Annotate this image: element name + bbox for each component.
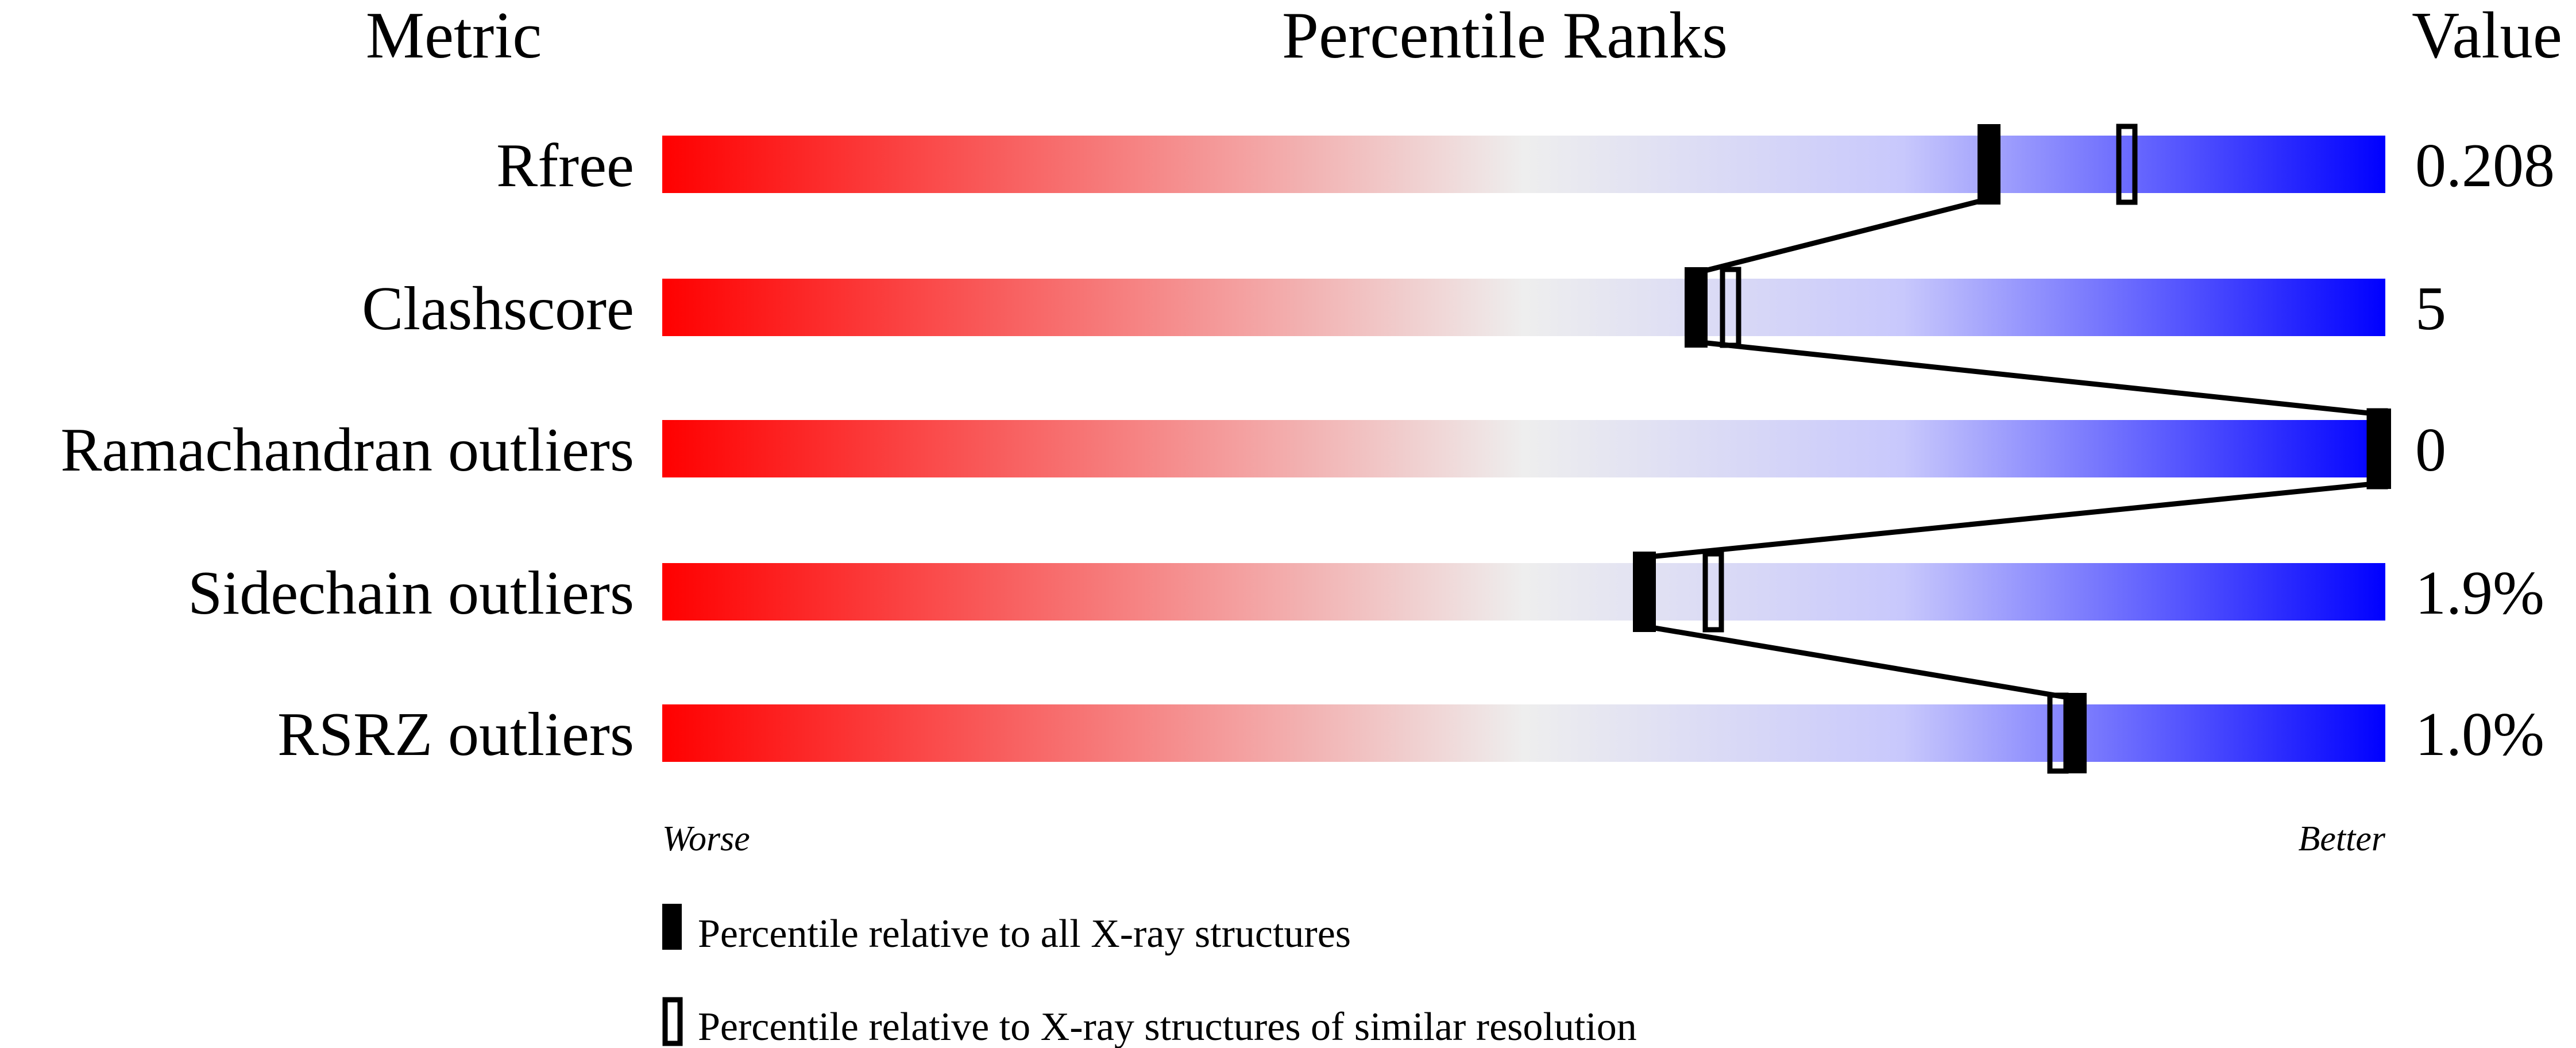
percentile-bar <box>662 420 2385 477</box>
metric-label: Clashscore <box>362 275 634 343</box>
marker-all-structures <box>1685 267 1708 348</box>
metric-label: Ramachandran outliers <box>60 416 634 484</box>
header-value: Value <box>2412 0 2562 72</box>
connector-line <box>1644 480 2380 560</box>
metric-value: 1.9% <box>2415 559 2544 627</box>
legend-open-marker <box>662 997 683 1046</box>
connector-line <box>1696 339 2380 417</box>
marker-all-structures <box>2064 693 2087 773</box>
metric-label: Sidechain outliers <box>188 559 634 627</box>
header-percentile-ranks: Percentile Ranks <box>1282 0 1728 72</box>
percentile-bar <box>662 563 2385 621</box>
metric-label: RSRZ outliers <box>277 700 634 769</box>
marker-similar-resolution <box>1702 551 1724 633</box>
metric-value: 0.208 <box>2415 132 2555 200</box>
legend-open-label: Percentile relative to X-ray structures … <box>698 1005 1637 1048</box>
marker-all-structures <box>1633 552 1656 632</box>
percentile-bar <box>662 136 2385 193</box>
marker-similar-resolution <box>1720 267 1741 348</box>
axis-label-worse: Worse <box>662 819 750 858</box>
metric-value: 0 <box>2415 416 2446 484</box>
legend-filled-marker <box>662 904 682 950</box>
connector-line <box>1644 623 2076 702</box>
marker-all-structures <box>2368 409 2391 489</box>
metric-label: Rfree <box>496 132 634 200</box>
metric-value: 5 <box>2415 275 2446 343</box>
percentile-bar <box>662 279 2385 336</box>
connector-line <box>1695 196 1990 276</box>
metric-value: 1.0% <box>2415 700 2544 769</box>
legend-filled-label: Percentile relative to all X-ray structu… <box>698 912 1351 956</box>
percentile-bar <box>662 704 2385 762</box>
marker-similar-resolution <box>2116 124 2138 205</box>
header-metric: Metric <box>366 0 542 72</box>
marker-all-structures <box>1978 124 2000 205</box>
axis-label-better: Better <box>2299 819 2386 858</box>
